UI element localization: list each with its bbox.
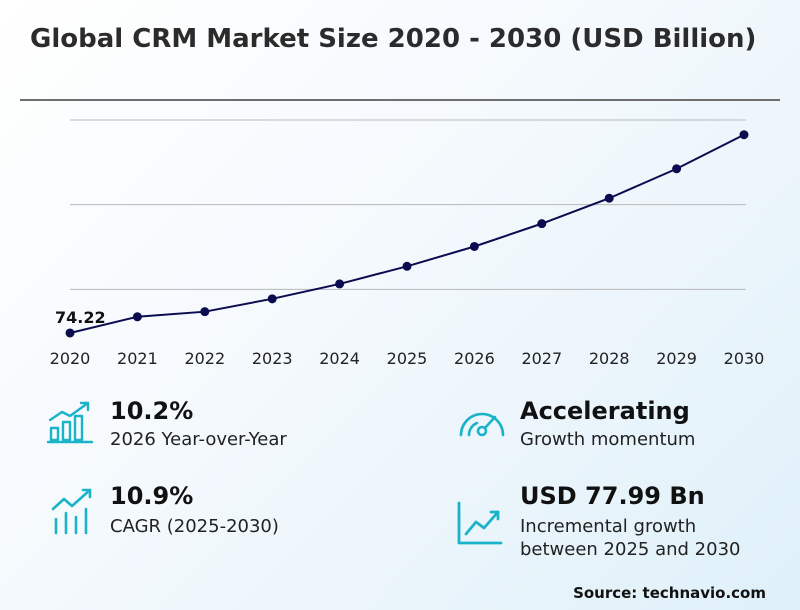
- data-point: [200, 307, 210, 317]
- chart-title: Global CRM Market Size 2020 - 2030 (USD …: [30, 24, 757, 54]
- data-point: [537, 219, 547, 229]
- stat-yoy-desc: 2026 Year-over-Year: [110, 429, 287, 450]
- series-line: [69, 133, 745, 334]
- stat-momentum-value: Accelerating: [520, 397, 690, 425]
- data-point: [739, 130, 749, 140]
- x-tick-label: 2026: [454, 349, 495, 368]
- data-point: [65, 328, 75, 338]
- data-point: [267, 294, 277, 304]
- x-tick-label: 2020: [50, 349, 91, 368]
- stat-cagr-value: 10.9%: [110, 482, 194, 510]
- data-point: [132, 312, 142, 322]
- data-label: 74.22: [55, 308, 106, 327]
- stat-incremental-desc-1: Incremental growth: [520, 516, 697, 537]
- data-point: [672, 164, 682, 174]
- stat-yoy-value: 10.2%: [110, 397, 194, 425]
- data-point: [604, 193, 614, 203]
- x-tick-label: 2028: [589, 349, 630, 368]
- stat-momentum-desc: Growth momentum: [520, 429, 696, 450]
- x-tick-label: 2022: [184, 349, 225, 368]
- speedometer-icon: [459, 412, 505, 437]
- line-chart: 2020 2021 2022 2023 2024 2025 2026 2027 2028 2029…: [50, 119, 765, 368]
- data-point: [402, 261, 412, 271]
- bar-chart-growth-icon: [46, 401, 94, 444]
- stat-incremental-value: USD 77.99 Bn: [520, 482, 705, 510]
- x-tick-label: 2023: [252, 349, 293, 368]
- x-tick-label: 2029: [656, 349, 697, 368]
- data-point: [469, 241, 479, 251]
- x-tick-label: 2024: [319, 349, 360, 368]
- x-tick-label: 2021: [117, 349, 158, 368]
- title-divider: [20, 99, 780, 101]
- trend-line-icon: [457, 501, 503, 545]
- stat-cagr-desc: CAGR (2025-2030): [110, 516, 279, 537]
- data-point: [335, 279, 345, 289]
- trend-bars-icon: [51, 488, 92, 535]
- x-tick-label: 2030: [724, 349, 765, 368]
- stat-incremental-desc-2: between 2025 and 2030: [520, 539, 741, 560]
- source-credit: Source: technavio.com: [573, 584, 766, 602]
- x-tick-label: 2027: [521, 349, 562, 368]
- x-tick-label: 2025: [387, 349, 428, 368]
